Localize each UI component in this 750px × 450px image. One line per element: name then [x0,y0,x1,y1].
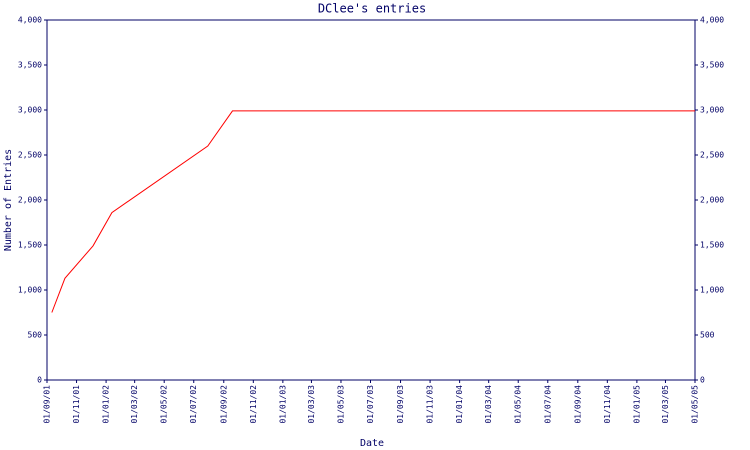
y-tick-label: 500 [28,331,43,340]
x-tick-label: 01/07/03 [366,385,375,424]
x-tick-label: 01/03/02 [130,385,139,424]
y2-tick-label: 3,000 [700,106,724,115]
x-tick-label: 01/07/02 [189,385,198,424]
x-tick-label: 01/03/03 [307,385,316,424]
y-tick-label: 1,000 [18,286,42,295]
x-tick-label: 01/11/04 [603,385,612,424]
y-tick-label: 2,000 [18,196,42,205]
data-line [51,110,695,313]
plot-frame [46,19,696,381]
x-tick-label: 01/09/02 [219,385,228,424]
x-tick-label: 01/03/05 [661,385,670,424]
y-axis-label: Number of Entries [3,149,14,251]
y2-tick-label: 3,500 [700,61,724,70]
x-tick-label: 01/11/03 [426,385,435,424]
x-tick-label: 01/01/04 [455,385,464,424]
x-tick-label: 01/03/04 [484,385,493,424]
x-tick-label: 01/11/02 [249,385,258,424]
x-tick-label: 01/09/01 [43,385,52,424]
y2-tick-label: 500 [700,331,715,340]
y-tick-label: 0 [37,376,42,385]
y2-tick-label: 1,000 [700,286,724,295]
x-tick-label: 01/11/01 [72,385,81,424]
y-tick-label: 3,000 [18,106,42,115]
x-axis-label: Date [360,438,384,449]
x-tick-label: 01/05/02 [160,385,169,424]
y-tick-label: 3,500 [18,61,42,70]
x-tick-label: 01/09/03 [396,385,405,424]
x-tick-label: 01/01/05 [632,385,641,424]
y-tick-label: 4,000 [18,16,42,25]
y2-tick-label: 2,500 [700,151,724,160]
x-tick-label: 01/07/04 [543,385,552,424]
x-tick-label: 01/09/04 [573,385,582,424]
y-tick-label: 1,500 [18,241,42,250]
y2-tick-label: 1,500 [700,241,724,250]
y2-tick-label: 4,000 [700,16,724,25]
x-tick-label: 01/05/04 [514,385,523,424]
y2-tick-label: 0 [700,376,705,385]
y-tick-label: 2,500 [18,151,42,160]
x-tick-label: 01/01/02 [102,385,111,424]
chart-title: DClee's entries [318,2,426,16]
x-tick-label: 01/01/03 [278,385,287,424]
x-tick-label: 01/05/03 [336,385,345,424]
y2-tick-label: 2,000 [700,196,724,205]
x-tick-label: 01/05/05 [691,385,700,424]
